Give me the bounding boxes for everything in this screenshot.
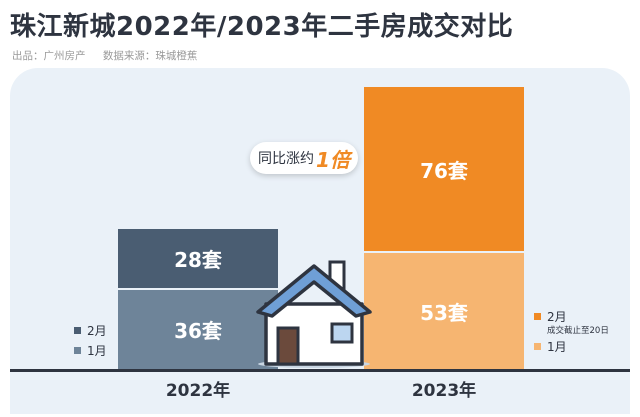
publisher-text: 出品：广州房产 xyxy=(12,50,86,62)
legend-label: 1月 xyxy=(87,343,107,358)
legend-item-feb-2023: 2月 xyxy=(534,306,609,326)
bar-value-label: 28套 xyxy=(174,248,222,273)
legend-swatch xyxy=(534,342,541,350)
legend-2022: 2月 1月 xyxy=(74,320,107,360)
legend-label: 1月 xyxy=(547,339,567,354)
growth-callout: 同比涨约 1倍 xyxy=(250,142,358,174)
bar-value-label: 76套 xyxy=(420,158,468,183)
legend-2023: 2月 成交截止至20日 1月 xyxy=(534,306,609,356)
bar-2023-feb: 76套 xyxy=(364,87,524,252)
legend-note: 成交截止至20日 xyxy=(547,326,609,336)
callout-highlight: 1倍 xyxy=(316,147,350,172)
callout-prefix: 同比涨约 xyxy=(258,151,315,167)
legend-item-feb-2022: 2月 xyxy=(74,320,107,340)
bar-value-label: 36套 xyxy=(174,319,222,344)
data-source-text: 数据来源：珠城橙蕉 xyxy=(102,50,198,62)
chart-title: 珠江新城2022年/2023年二手房成交对比 xyxy=(10,12,514,42)
bar-2023-jan: 53套 xyxy=(364,253,524,369)
legend-label: 2月 xyxy=(547,309,567,324)
legend-item-jan-2023: 1月 xyxy=(534,336,609,356)
legend-item-jan-2022: 1月 xyxy=(74,340,107,360)
year-label-2022: 2022年 xyxy=(165,381,231,401)
source-line: 出品：广州房产 数据来源：珠城橙蕉 xyxy=(12,48,197,63)
x-axis-baseline xyxy=(10,369,630,372)
house-icon xyxy=(256,260,372,368)
bar-value-label: 53套 xyxy=(420,300,468,325)
legend-swatch xyxy=(74,346,81,354)
bar-2022-jan: 36套 xyxy=(118,290,278,369)
bar-2022-feb: 28套 xyxy=(118,229,278,289)
legend-swatch xyxy=(534,312,541,320)
legend-label: 2月 xyxy=(87,323,107,338)
year-label-2023: 2023年 xyxy=(411,381,477,401)
legend-swatch xyxy=(74,326,81,334)
